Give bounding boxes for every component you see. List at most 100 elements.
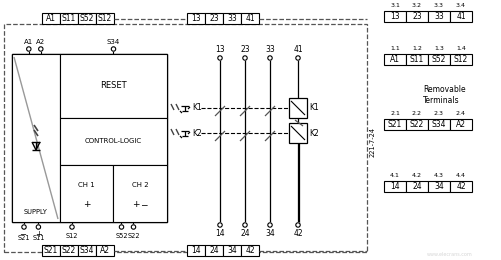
Text: 33: 33 [265,45,275,54]
Circle shape [296,56,300,60]
Bar [289,98,307,118]
Text: 3.4: 3.4 [456,3,466,8]
Bar [60,165,114,222]
Bar [428,119,450,130]
Text: 34: 34 [265,229,275,238]
Bar [450,181,472,192]
Text: S11: S11 [62,14,76,23]
Bar [241,245,259,256]
Text: 41: 41 [293,45,303,54]
Bar [428,54,450,65]
Circle shape [131,225,136,229]
Bar [450,11,472,22]
Circle shape [22,225,26,229]
Text: 13: 13 [215,45,225,54]
Circle shape [39,47,43,51]
Text: +: + [132,200,140,209]
Bar [42,245,60,256]
Text: A1: A1 [46,14,56,23]
Text: S22: S22 [62,246,76,255]
Text: K1: K1 [192,103,202,113]
Text: A1: A1 [24,39,34,45]
Bar [114,165,167,222]
Text: 23: 23 [412,12,422,21]
Bar [60,245,78,256]
Text: 221-7-24: 221-7-24 [370,126,376,157]
Text: 4.1: 4.1 [390,173,400,178]
Bar [384,54,406,65]
Text: S34: S34 [432,120,446,129]
Text: www.elecrans.com: www.elecrans.com [427,251,473,257]
Text: 2.3: 2.3 [434,111,444,116]
Circle shape [218,56,222,60]
Text: S21: S21 [18,235,30,241]
Text: 14: 14 [390,182,400,191]
Text: S34: S34 [80,246,94,255]
Text: 42: 42 [293,229,303,238]
Circle shape [243,56,247,60]
Text: A2: A2 [100,246,110,255]
Bar [60,118,167,165]
Bar [406,119,428,130]
Text: RESET: RESET [100,81,127,90]
Text: S12: S12 [66,233,78,239]
Bar [60,13,78,24]
Bar [384,119,406,130]
Text: 4.2: 4.2 [412,173,422,178]
Text: 1.1: 1.1 [390,46,400,51]
Text: 3.1: 3.1 [390,3,400,8]
Bar [78,13,96,24]
Text: K2: K2 [309,128,319,138]
Bar [4,24,367,252]
Circle shape [36,225,41,229]
Text: A2: A2 [456,120,466,129]
Bar [450,54,472,65]
Bar [42,13,60,24]
Text: 42: 42 [245,246,255,255]
Text: −: − [20,230,27,239]
Bar [450,119,472,130]
Bar [78,245,96,256]
Text: 1.2: 1.2 [412,46,422,51]
Bar [223,13,241,24]
Bar [205,245,223,256]
Text: S21: S21 [44,246,58,255]
Bar [289,123,307,143]
Text: 34: 34 [434,182,444,191]
Bar [406,181,428,192]
Circle shape [268,223,272,227]
Text: A2: A2 [36,39,46,45]
Text: 34: 34 [227,246,237,255]
Text: S22: S22 [127,233,140,239]
Text: SUPPLY: SUPPLY [24,209,48,215]
Text: 41: 41 [245,14,255,23]
Bar [406,11,428,22]
Circle shape [27,47,31,51]
Bar [96,13,114,24]
Text: 24: 24 [412,182,422,191]
Bar [406,54,428,65]
Text: S34: S34 [107,39,120,45]
Text: 2.1: 2.1 [390,111,400,116]
Text: 24: 24 [240,229,250,238]
Text: +: + [35,230,42,239]
Circle shape [119,225,124,229]
Text: 41: 41 [456,12,466,21]
Text: S22: S22 [410,120,424,129]
Text: Removable
Terminals: Removable Terminals [423,85,465,105]
Text: K1: K1 [309,103,319,113]
Bar [12,54,167,222]
Text: K2: K2 [192,128,202,138]
Text: CH 2: CH 2 [132,182,149,188]
Circle shape [296,223,300,227]
Text: 14: 14 [215,229,225,238]
Bar [384,181,406,192]
Circle shape [70,225,74,229]
Text: 23: 23 [240,45,250,54]
Bar [205,13,223,24]
Text: S12: S12 [98,14,112,23]
Bar [187,245,205,256]
Bar [60,54,167,118]
Text: S52: S52 [115,233,128,239]
Text: 3.3: 3.3 [434,3,444,8]
